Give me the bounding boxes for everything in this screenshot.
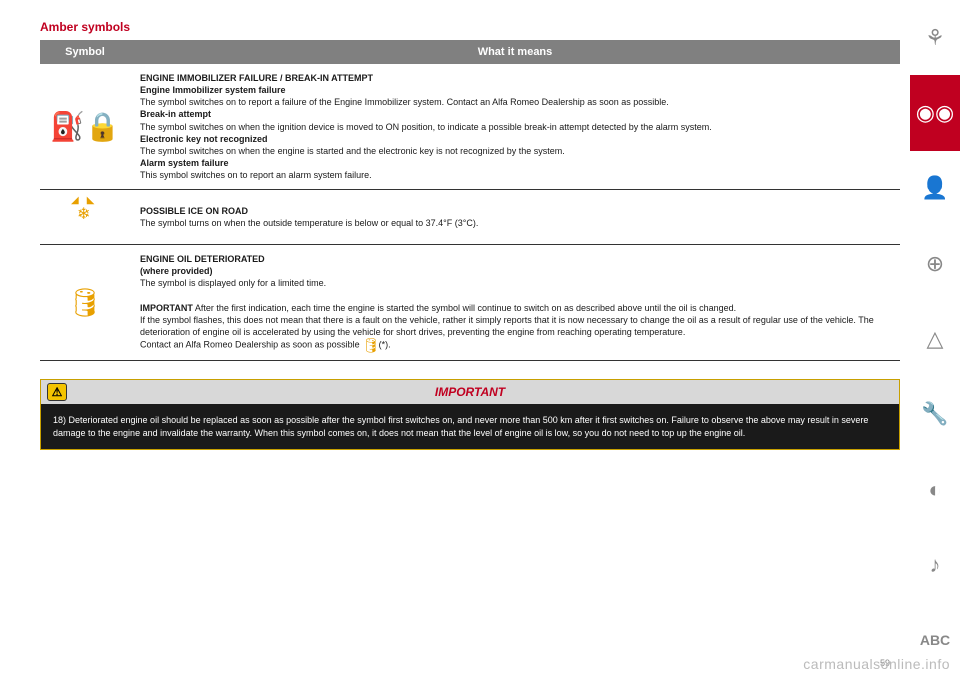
- sub-body: The symbol switches on to report a failu…: [140, 97, 669, 107]
- tab-car[interactable]: ⚘: [910, 0, 960, 75]
- col-meaning-header: What it means: [130, 40, 900, 64]
- sub-body: After the first indication, each time th…: [193, 303, 736, 313]
- cell-meaning: POSSIBLE ICE ON ROAD The symbol turns on…: [130, 190, 900, 245]
- sub-title: Electronic key not recognized: [140, 134, 268, 144]
- row-heading: ENGINE OIL DETERIORATED: [140, 254, 265, 264]
- col-symbol-header: Symbol: [40, 40, 130, 64]
- oil-icon: 🛢: [40, 245, 130, 361]
- ice-icon: [40, 190, 130, 245]
- sub-body: The symbol turns on when the outside tem…: [140, 218, 478, 228]
- sub-note: (where provided): [140, 266, 213, 276]
- sub-body: (*).: [376, 339, 391, 349]
- watermark: carmanualsonline.info: [803, 656, 950, 672]
- row-heading: ENGINE IMMOBILIZER FAILURE / BREAK-IN AT…: [140, 73, 373, 83]
- tab-warning[interactable]: △: [910, 301, 960, 376]
- sub-body: The symbol is displayed only for a limit…: [140, 278, 326, 288]
- symbols-table: Symbol What it means ⛽🔒 ENGINE IMMOBILIZ…: [40, 40, 900, 361]
- table-row: POSSIBLE ICE ON ROAD The symbol turns on…: [40, 190, 900, 245]
- side-tabbar: ⚘ ◉◉ 👤 ⊕ △ 🔧 ◐ ♪ ABC: [910, 0, 960, 678]
- immobilizer-icon: ⛽🔒: [40, 64, 130, 190]
- important-inline: IMPORTANT: [140, 303, 193, 313]
- cell-meaning: ENGINE IMMOBILIZER FAILURE / BREAK-IN AT…: [130, 64, 900, 190]
- important-box: ⚠ IMPORTANT 18) Deteriorated engine oil …: [40, 379, 900, 450]
- important-header: ⚠ IMPORTANT: [41, 380, 899, 404]
- sub-body: If the symbol flashes, this does not mea…: [140, 315, 874, 337]
- sub-body: The symbol switches on when the ignition…: [140, 122, 712, 132]
- sub-body: The symbol switches on when the engine i…: [140, 146, 565, 156]
- sub-body: Contact an Alfa Romeo Dealership as soon…: [140, 339, 362, 349]
- sub-body: This symbol switches on to report an ala…: [140, 170, 372, 180]
- sub-title: Engine Immobilizer system failure: [140, 85, 286, 95]
- oil-inline-icon: 🛢: [362, 338, 376, 352]
- row-heading: POSSIBLE ICE ON ROAD: [140, 206, 248, 216]
- section-title: Amber symbols: [40, 20, 900, 34]
- table-row: 🛢 ENGINE OIL DETERIORATED (where provide…: [40, 245, 900, 361]
- tab-service[interactable]: 🔧: [910, 377, 960, 452]
- tab-dash[interactable]: ◉◉: [910, 75, 960, 150]
- tab-media[interactable]: ♪: [910, 527, 960, 602]
- important-label: IMPORTANT: [435, 385, 505, 399]
- table-row: ⛽🔒 ENGINE IMMOBILIZER FAILURE / BREAK-IN…: [40, 64, 900, 190]
- warning-badge-icon: ⚠: [47, 383, 67, 401]
- cell-meaning: ENGINE OIL DETERIORATED (where provided)…: [130, 245, 900, 361]
- important-body: 18) Deteriorated engine oil should be re…: [41, 404, 899, 449]
- tab-gauge[interactable]: ◐: [910, 452, 960, 527]
- sub-title: Alarm system failure: [140, 158, 229, 168]
- tab-seat[interactable]: 👤: [910, 151, 960, 226]
- tab-steering[interactable]: ⊕: [910, 226, 960, 301]
- sub-title: Break-in attempt: [140, 109, 211, 119]
